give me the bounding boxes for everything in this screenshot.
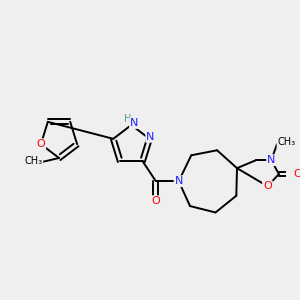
Text: N: N xyxy=(175,176,183,186)
Text: CH₃: CH₃ xyxy=(24,156,42,166)
Text: O: O xyxy=(293,169,300,179)
Text: O: O xyxy=(37,139,45,149)
Text: N: N xyxy=(267,155,275,165)
Text: H: H xyxy=(124,114,131,124)
Text: CH₃: CH₃ xyxy=(278,137,296,147)
Text: N: N xyxy=(146,132,154,142)
Text: O: O xyxy=(263,181,272,191)
Text: N: N xyxy=(130,118,138,128)
Text: O: O xyxy=(152,196,160,206)
